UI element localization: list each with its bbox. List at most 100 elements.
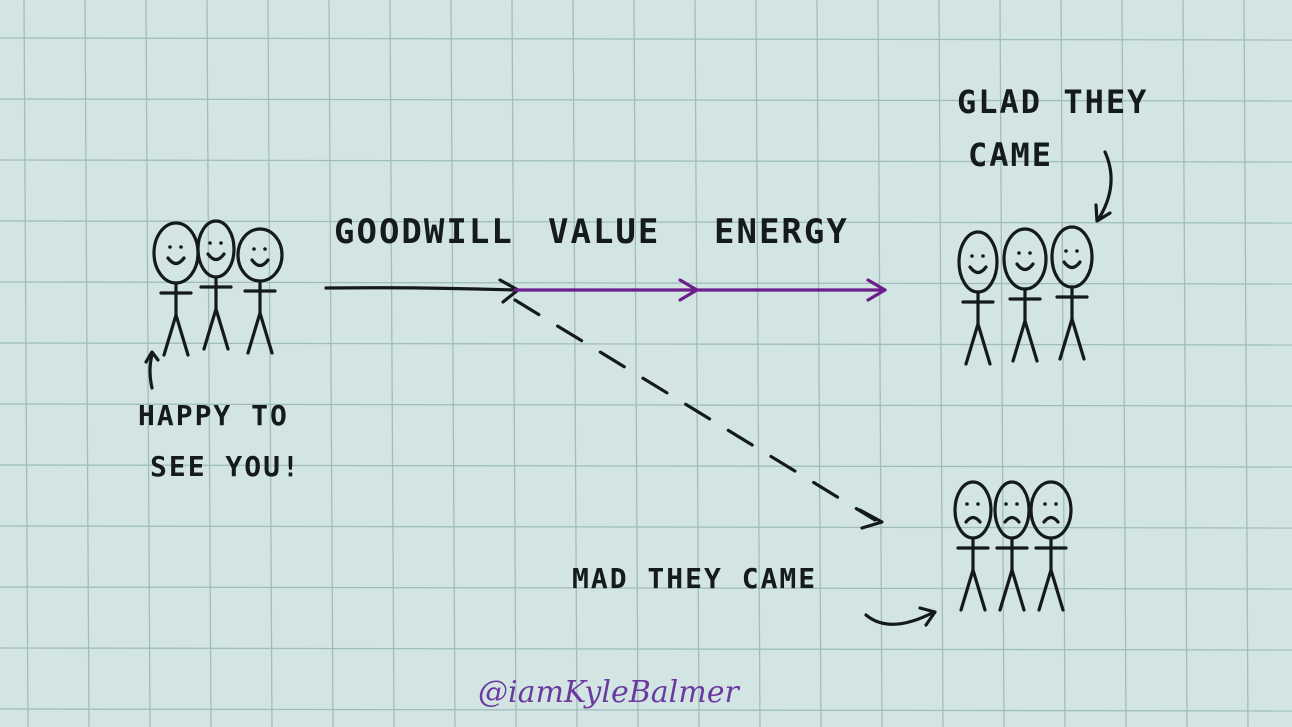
eye bbox=[1043, 502, 1047, 506]
legs bbox=[964, 322, 992, 366]
head bbox=[993, 480, 1031, 540]
grid-line-vertical bbox=[145, 0, 151, 727]
smile-mouth bbox=[206, 252, 226, 262]
legs bbox=[998, 568, 1026, 612]
eye bbox=[263, 247, 267, 251]
eye bbox=[168, 245, 172, 249]
eye bbox=[1004, 502, 1008, 506]
dashed-arrow-head bbox=[858, 508, 884, 530]
label-glad-line2: CAME bbox=[968, 136, 1053, 174]
grid-line-vertical bbox=[877, 0, 883, 727]
grid-line-horizontal bbox=[0, 647, 1292, 651]
frown-mouth bbox=[1042, 515, 1060, 524]
head bbox=[1029, 480, 1073, 540]
legs bbox=[202, 307, 230, 351]
mad-group bbox=[953, 480, 1073, 612]
grid-line-vertical bbox=[267, 0, 273, 727]
stick-figure bbox=[1002, 227, 1048, 363]
grid-line-vertical bbox=[938, 0, 944, 727]
eye bbox=[179, 245, 183, 249]
stick-figure bbox=[993, 480, 1031, 612]
mad-pointer-arrow bbox=[864, 610, 936, 626]
eye bbox=[1015, 502, 1019, 506]
eye bbox=[1054, 502, 1058, 506]
grid-line-vertical bbox=[389, 0, 395, 727]
grid-line-horizontal bbox=[0, 403, 1292, 407]
eye bbox=[1028, 251, 1032, 255]
eye bbox=[981, 254, 985, 258]
grid-line-vertical bbox=[206, 0, 212, 727]
eye bbox=[970, 254, 974, 258]
grid-line-vertical bbox=[572, 0, 578, 727]
eye bbox=[1064, 249, 1068, 253]
legs bbox=[1011, 319, 1039, 363]
label-goodwill: GOODWILL bbox=[334, 212, 514, 252]
stick-figure bbox=[957, 230, 999, 366]
dashed-arrow-line bbox=[513, 298, 877, 522]
grid-line-vertical bbox=[450, 0, 456, 727]
head bbox=[152, 221, 200, 285]
stick-figure bbox=[1050, 225, 1094, 361]
glad-pointer-head bbox=[1094, 203, 1112, 223]
grid-line-horizontal bbox=[0, 98, 1292, 102]
grid-line-vertical bbox=[511, 0, 517, 727]
smile-mouth bbox=[250, 258, 270, 268]
purple-arrow-head-end bbox=[866, 278, 887, 302]
mad-pointer-head bbox=[918, 606, 937, 627]
stick-figure bbox=[236, 227, 284, 355]
smile-mouth bbox=[1062, 260, 1082, 270]
grid-line-vertical bbox=[328, 0, 334, 727]
grid-line-vertical bbox=[1182, 0, 1188, 727]
grid-line-vertical bbox=[1243, 0, 1249, 727]
black-arrow-line bbox=[324, 286, 517, 292]
grid-line-vertical bbox=[816, 0, 822, 727]
grid-line-horizontal bbox=[0, 586, 1292, 590]
legs bbox=[1058, 317, 1086, 361]
head bbox=[1050, 225, 1094, 289]
grid-line-vertical bbox=[1060, 0, 1066, 727]
grid-line-vertical bbox=[1121, 0, 1127, 727]
legs bbox=[959, 568, 987, 612]
grid-line-vertical bbox=[633, 0, 639, 727]
eye bbox=[1075, 249, 1079, 253]
grid-line-vertical bbox=[999, 0, 1005, 727]
happy-pointer-arrow bbox=[148, 353, 154, 390]
eye bbox=[219, 241, 223, 245]
grid-line-horizontal bbox=[0, 159, 1292, 163]
label-happy-line1: HAPPY TO bbox=[138, 399, 289, 432]
legs bbox=[162, 313, 190, 357]
eye bbox=[1017, 251, 1021, 255]
stick-figure bbox=[1029, 480, 1073, 612]
happy-pointer-head bbox=[144, 350, 160, 364]
legs bbox=[1037, 568, 1065, 612]
stick-figure bbox=[152, 221, 200, 357]
frown-mouth bbox=[1003, 515, 1021, 524]
label-glad-line1: GLAD THEY bbox=[957, 83, 1148, 121]
label-mad: MAD THEY CAME bbox=[572, 562, 817, 595]
purple-arrow-head-mid bbox=[678, 278, 699, 302]
grid-line-horizontal bbox=[0, 464, 1292, 468]
glad-pointer-arrow bbox=[1096, 150, 1113, 222]
grid-line-horizontal bbox=[0, 37, 1292, 41]
head bbox=[953, 480, 993, 540]
grid-line-vertical bbox=[23, 0, 29, 727]
grid-line-vertical bbox=[84, 0, 90, 727]
grid-line-horizontal bbox=[0, 342, 1292, 346]
stick-figure bbox=[953, 480, 993, 612]
smile-mouth bbox=[968, 265, 988, 275]
head bbox=[1002, 227, 1048, 291]
grid-line-horizontal bbox=[0, 525, 1292, 529]
eye bbox=[965, 502, 969, 506]
eye bbox=[208, 241, 212, 245]
head bbox=[236, 227, 284, 283]
frown-mouth bbox=[964, 515, 982, 524]
grid-line-horizontal bbox=[0, 708, 1292, 712]
signature: @iamKyleBalmer bbox=[478, 675, 740, 710]
label-value: VALUE bbox=[548, 212, 660, 252]
label-energy: ENERGY bbox=[714, 212, 849, 252]
head bbox=[196, 219, 236, 279]
glad-group bbox=[957, 225, 1094, 366]
grid-line-vertical bbox=[694, 0, 700, 727]
stick-figure bbox=[196, 219, 236, 351]
